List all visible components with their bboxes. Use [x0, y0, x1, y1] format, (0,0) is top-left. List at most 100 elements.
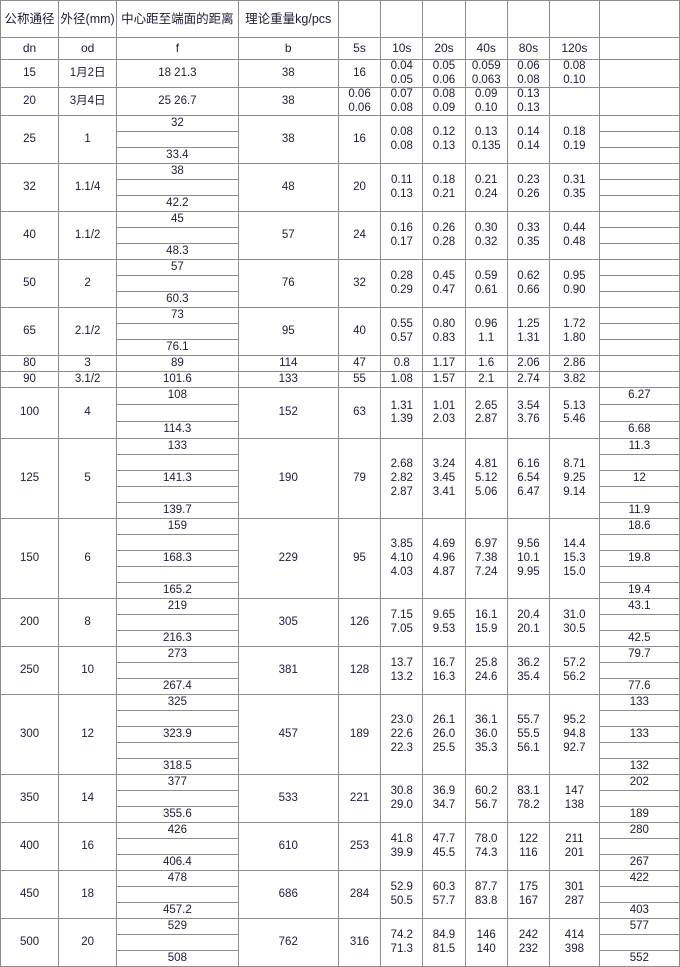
cell-40s: 60.2 56.7 — [464, 774, 508, 824]
sub-cell: 478 — [117, 871, 238, 888]
sub-cell: 11.3 — [600, 439, 679, 456]
cell-10s: 30.8 29.0 — [380, 774, 424, 824]
sub-cell — [117, 742, 238, 760]
value: 0.06 — [348, 101, 371, 114]
sub-cell: 42.2 — [166, 196, 189, 209]
value: 221 — [349, 791, 370, 804]
cell-extra: 577 552 — [598, 918, 680, 967]
cell-dn: 100 — [0, 387, 60, 440]
value: 4.87 — [432, 565, 456, 578]
table-row: 20 3月4日 25 26.7 38 0.06 0.06 0.07 0.08 0.08 0.09 0… — [0, 87, 680, 117]
value: 55.5 — [517, 727, 540, 740]
value: 0.08 — [432, 88, 456, 101]
value: 52.9 — [390, 881, 413, 894]
value: 0.05 — [390, 73, 413, 86]
value: 0.08 — [390, 139, 413, 152]
sub-cell: 48.3 — [166, 244, 189, 257]
sub-cell — [600, 454, 679, 472]
sub-cell — [600, 340, 678, 355]
value: 9.53 — [432, 622, 456, 635]
cell-40s: 0.059 0.063 — [464, 58, 508, 89]
cell-10s: 0.16 0.17 — [380, 211, 424, 261]
cell-extra — [598, 58, 680, 89]
value: 284 — [349, 887, 370, 900]
value: 7.24 — [475, 565, 498, 578]
sub-cell: 403 — [629, 903, 649, 916]
table-row: 450 18 478 457.2 686 284 52.9 50.5 60.3 57.7 87.7… — [0, 870, 680, 920]
value: 0.96 — [475, 318, 498, 331]
value: 1.57 — [432, 372, 456, 385]
cell-40s: 36.1 36.0 35.3 — [464, 694, 508, 776]
value: 31.0 — [563, 609, 586, 622]
value: 79 — [353, 471, 366, 484]
cell-f: 32 33.4 — [116, 115, 239, 165]
value: 7.15 — [390, 609, 413, 622]
value: 2.87 — [390, 485, 413, 498]
cell-10s: 0.07 0.08 — [380, 87, 424, 117]
value: 83.8 — [475, 894, 498, 907]
value: 3.82 — [563, 372, 586, 385]
sub-cell: 76.1 — [166, 340, 189, 353]
value: 81.5 — [432, 942, 456, 955]
sub-cell — [600, 534, 679, 552]
value: 0.83 — [432, 331, 456, 344]
value: 14.4 — [563, 538, 586, 551]
value: 22.6 — [390, 727, 413, 740]
header-sub-cell-f: f — [116, 37, 239, 60]
value: 0.8 — [393, 356, 410, 369]
cell-od: 10 — [58, 646, 118, 696]
value: 0.95 — [563, 270, 586, 283]
cell-f: 478 457.2 — [116, 870, 239, 920]
value: 4.69 — [432, 538, 456, 551]
cell-dn: 400 — [0, 822, 60, 872]
cell-b: 457 — [237, 694, 339, 776]
cell-extra — [598, 163, 680, 213]
cell-120s: 3.82 — [549, 371, 600, 389]
cell-od: 1 — [58, 115, 118, 165]
cell-80s: 83.1 78.2 — [506, 774, 551, 824]
cell-f: 25 26.7 — [116, 87, 239, 117]
value: 20.1 — [517, 622, 540, 635]
value: 83.1 — [517, 785, 540, 798]
value: 35.4 — [517, 670, 540, 683]
cell-extra — [598, 307, 680, 357]
sub-cell: 318.5 — [162, 759, 192, 772]
value: 8.71 — [563, 458, 586, 471]
value: 24.6 — [475, 670, 498, 683]
sub-cell: 77.6 — [628, 679, 651, 692]
cell-120s: 2.86 — [549, 355, 600, 373]
sub-cell: 108 — [117, 388, 238, 406]
sub-cell — [117, 534, 238, 552]
value: 242 — [518, 929, 539, 942]
cell-f: 73 76.1 — [116, 307, 239, 357]
header-main-cell-4 — [337, 0, 382, 38]
header-sub-cell-10s: 10s — [380, 37, 424, 60]
value: 56.2 — [563, 670, 586, 683]
value: 0.063 — [471, 73, 501, 86]
value: 0.32 — [475, 235, 498, 248]
cell-od: 20 — [58, 918, 118, 967]
value: 0.57 — [390, 331, 413, 344]
value: 2.74 — [517, 372, 540, 385]
cell-80s: 9.56 10.1 9.95 — [506, 518, 551, 600]
cell-80s: 0.13 0.13 — [506, 87, 551, 117]
value: 3.85 — [390, 538, 413, 551]
value: 0.135 — [471, 139, 501, 152]
table-row: 350 14 377 355.6 533 221 30.8 29.0 36.9 34.7 60.2… — [0, 774, 680, 824]
value: 140 — [476, 942, 496, 955]
sub-cell — [600, 131, 679, 149]
value: 6.54 — [517, 471, 540, 484]
cell-5s: 79 — [337, 438, 382, 520]
cell-80s: 0.62 0.66 — [506, 259, 551, 309]
value: 0.13 — [475, 126, 498, 139]
value: 1.25 — [517, 318, 540, 331]
cell-b: 610 — [237, 822, 339, 872]
value: 287 — [564, 894, 584, 907]
cell-40s: 0.96 1.1 — [464, 307, 508, 357]
value: 4.96 — [432, 551, 456, 564]
header-main-cell-5 — [380, 0, 424, 38]
value: 25.5 — [432, 741, 456, 754]
cell-10s: 0.8 — [380, 355, 424, 373]
value: 4.03 — [390, 565, 413, 578]
cell-120s: 95.2 94.8 92.7 — [549, 694, 600, 776]
